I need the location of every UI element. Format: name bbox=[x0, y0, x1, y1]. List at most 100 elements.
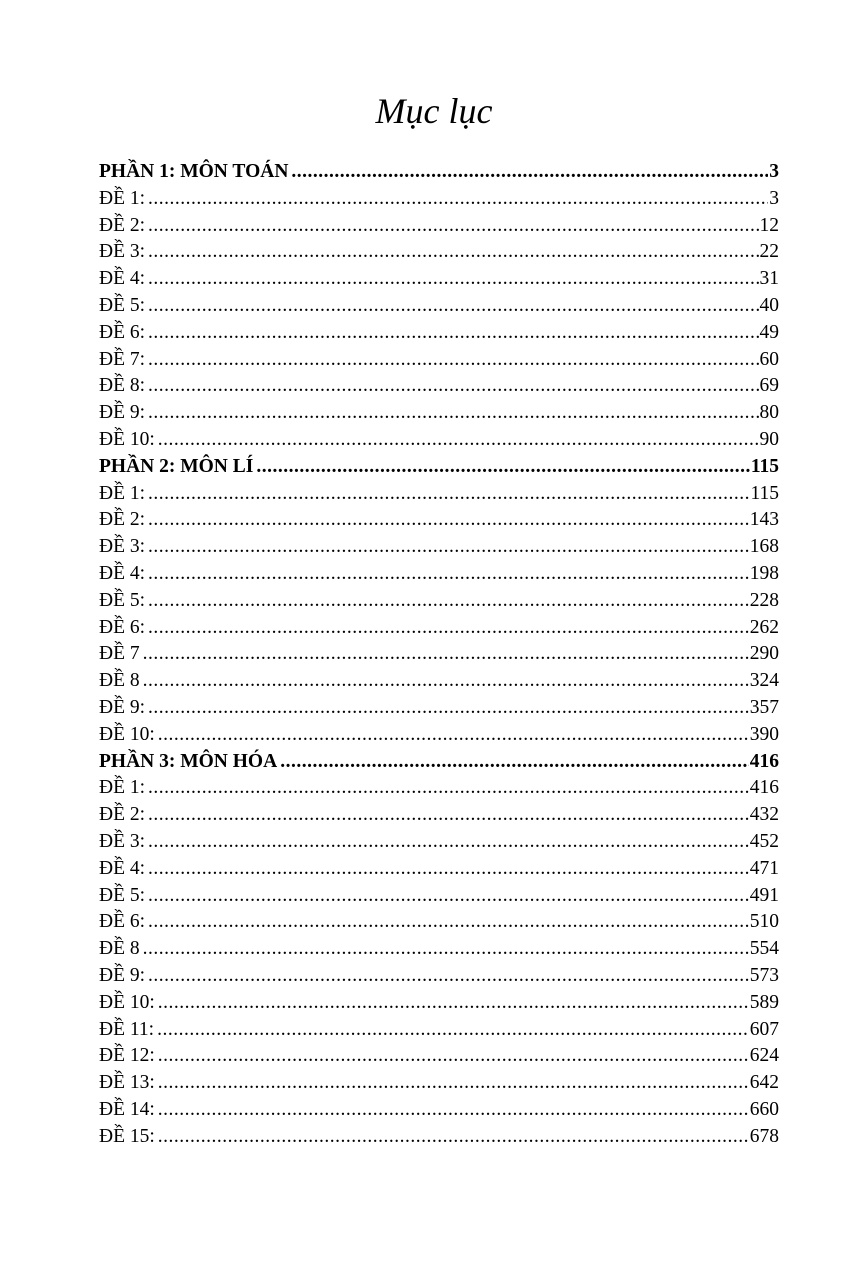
toc-entry-label: ĐỀ 10: bbox=[99, 723, 155, 745]
toc-page-number: 115 bbox=[750, 455, 779, 477]
toc-entry-label: ĐỀ 4: bbox=[99, 857, 146, 879]
toc-entry[interactable]: ĐỀ 4: 471 bbox=[99, 856, 779, 883]
toc-page-number: 80 bbox=[759, 402, 780, 424]
dot-leader bbox=[148, 481, 749, 508]
dot-leader bbox=[148, 909, 749, 936]
toc-page-number: 228 bbox=[749, 589, 779, 611]
toc-page-number: 198 bbox=[749, 562, 779, 584]
toc-entry-label: ĐỀ 8 bbox=[99, 938, 140, 960]
toc-entry[interactable]: ĐỀ 6: 49 bbox=[99, 320, 779, 347]
toc-section-entry[interactable]: PHẦN 1: MÔN TOÁN 3 bbox=[99, 159, 779, 186]
toc-entry-label: ĐỀ 8: bbox=[99, 375, 146, 397]
toc-entry[interactable]: ĐỀ 15: 678 bbox=[99, 1124, 779, 1151]
toc-entry[interactable]: ĐỀ 11: 607 bbox=[99, 1017, 779, 1044]
toc-entry-label: ĐỀ 7: bbox=[99, 348, 146, 370]
dot-leader bbox=[158, 722, 749, 749]
toc-entry-label: ĐỀ 10: bbox=[99, 428, 155, 450]
toc-entry-label: ĐỀ 2: bbox=[99, 509, 146, 531]
toc-entry-label: ĐỀ 3: bbox=[99, 830, 146, 852]
dot-leader bbox=[148, 775, 749, 802]
toc-entry-label: ĐỀ 6: bbox=[99, 616, 146, 638]
toc-entry[interactable]: ĐỀ 6: 262 bbox=[99, 615, 779, 642]
toc-page-number: 3 bbox=[769, 187, 779, 209]
toc-entry-label: ĐỀ 10: bbox=[99, 991, 155, 1013]
toc-entry[interactable]: ĐỀ 6: 510 bbox=[99, 909, 779, 936]
toc-entry[interactable]: ĐỀ 10: 390 bbox=[99, 722, 779, 749]
dot-leader bbox=[148, 829, 749, 856]
toc-page-number: 660 bbox=[749, 1098, 779, 1120]
dot-leader bbox=[148, 534, 749, 561]
toc-entry[interactable]: ĐỀ 8 554 bbox=[99, 936, 779, 963]
toc-page-number: 624 bbox=[749, 1045, 779, 1067]
dot-leader bbox=[256, 454, 749, 481]
toc-entry[interactable]: ĐỀ 5: 40 bbox=[99, 293, 779, 320]
toc-entry[interactable]: ĐỀ 10: 90 bbox=[99, 427, 779, 454]
dot-leader bbox=[143, 936, 749, 963]
dot-leader bbox=[148, 561, 749, 588]
toc-entry[interactable]: ĐỀ 5: 228 bbox=[99, 588, 779, 615]
toc-entry[interactable]: ĐỀ 2: 12 bbox=[99, 213, 779, 240]
toc-entry[interactable]: ĐỀ 1: 115 bbox=[99, 481, 779, 508]
toc-entry[interactable]: ĐỀ 2: 143 bbox=[99, 507, 779, 534]
toc-entry-label: PHẦN 2: MÔN LÍ bbox=[99, 455, 254, 477]
toc-entry[interactable]: ĐỀ 12: 624 bbox=[99, 1043, 779, 1070]
toc-section-entry[interactable]: PHẦN 3: MÔN HÓA 416 bbox=[99, 749, 779, 776]
toc-page-number: 3 bbox=[769, 161, 779, 182]
toc-entry-label: ĐỀ 13: bbox=[99, 1072, 155, 1094]
toc-page-number: 416 bbox=[749, 777, 779, 799]
toc-entry[interactable]: ĐỀ 7: 60 bbox=[99, 347, 779, 374]
toc-section-entry[interactable]: PHẦN 2: MÔN LÍ 115 bbox=[99, 454, 779, 481]
toc-page-number: 40 bbox=[759, 294, 780, 316]
toc-page-number: 471 bbox=[749, 857, 779, 879]
dot-leader bbox=[148, 213, 758, 240]
toc-page-number: 642 bbox=[749, 1072, 779, 1094]
toc-entry[interactable]: ĐỀ 4: 198 bbox=[99, 561, 779, 588]
toc-entry-label: ĐỀ 15: bbox=[99, 1125, 155, 1147]
toc-entry[interactable]: ĐỀ 9: 80 bbox=[99, 400, 779, 427]
toc-entry[interactable]: ĐỀ 5: 491 bbox=[99, 883, 779, 910]
toc-entry[interactable]: ĐỀ 10: 589 bbox=[99, 990, 779, 1017]
toc-entry-label: ĐỀ 7 bbox=[99, 643, 140, 665]
dot-leader bbox=[148, 507, 749, 534]
dot-leader bbox=[148, 883, 749, 910]
toc-entry[interactable]: ĐỀ 8 324 bbox=[99, 668, 779, 695]
toc-entry[interactable]: ĐỀ 2: 432 bbox=[99, 802, 779, 829]
dot-leader bbox=[148, 695, 749, 722]
toc-entry-label: ĐỀ 6: bbox=[99, 911, 146, 933]
toc-entry[interactable]: ĐỀ 14: 660 bbox=[99, 1097, 779, 1124]
toc-entry[interactable]: ĐỀ 3: 452 bbox=[99, 829, 779, 856]
toc-page-number: 390 bbox=[749, 723, 779, 745]
toc-entry[interactable]: ĐỀ 3: 22 bbox=[99, 239, 779, 266]
toc-page-number: 90 bbox=[759, 428, 780, 450]
toc-entry[interactable]: ĐỀ 8: 69 bbox=[99, 373, 779, 400]
dot-leader bbox=[148, 588, 749, 615]
toc-page-number: 432 bbox=[749, 804, 779, 826]
dot-leader bbox=[158, 1124, 749, 1151]
toc-entry[interactable]: ĐỀ 3: 168 bbox=[99, 534, 779, 561]
toc-entry-label: ĐỀ 9: bbox=[99, 964, 146, 986]
toc-entry[interactable]: ĐỀ 1: 416 bbox=[99, 775, 779, 802]
dot-leader bbox=[158, 990, 749, 1017]
toc-entry[interactable]: ĐỀ 7 290 bbox=[99, 641, 779, 668]
toc-page-number: 678 bbox=[749, 1125, 779, 1147]
dot-leader bbox=[158, 1043, 749, 1070]
dot-leader bbox=[158, 1097, 749, 1124]
dot-leader bbox=[148, 320, 758, 347]
toc-page-number: 607 bbox=[749, 1018, 779, 1040]
toc-entry-label: ĐỀ 4: bbox=[99, 268, 146, 290]
page-title: Mục lục bbox=[375, 91, 493, 131]
dot-leader bbox=[148, 373, 758, 400]
toc-entry-label: ĐỀ 2: bbox=[99, 214, 146, 236]
toc-entry-label: ĐỀ 5: bbox=[99, 589, 146, 611]
toc-entry[interactable]: ĐỀ 13: 642 bbox=[99, 1070, 779, 1097]
toc-entry[interactable]: ĐỀ 9: 357 bbox=[99, 695, 779, 722]
toc-entry-label: ĐỀ 1: bbox=[99, 777, 146, 799]
toc-entry[interactable]: ĐỀ 4: 31 bbox=[99, 266, 779, 293]
toc-entry[interactable]: ĐỀ 9: 573 bbox=[99, 963, 779, 990]
toc-page-number: 491 bbox=[749, 884, 779, 906]
toc-entry-label: ĐỀ 9: bbox=[99, 696, 146, 718]
toc-page-number: 12 bbox=[759, 214, 780, 236]
toc-page-number: 554 bbox=[749, 938, 779, 960]
toc-entry[interactable]: ĐỀ 1: 3 bbox=[99, 186, 779, 213]
